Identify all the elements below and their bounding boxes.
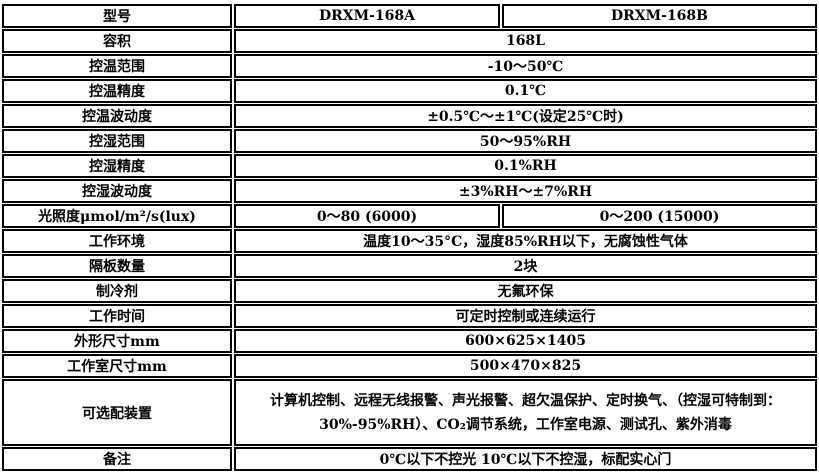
spec-row: 控湿波动度 ±3%RH～±7%RH xyxy=(2,179,817,203)
spec-label: 光照度μmol/m²/s(lux) xyxy=(2,204,232,228)
spec-value: 0～80 (6000) xyxy=(234,204,500,228)
spec-value: 500×470×825 xyxy=(234,354,817,378)
spec-label: 工作室尺寸mm xyxy=(2,354,232,378)
spec-row: 光照度μmol/m²/s(lux) 0～80 (6000) 0～200 (15000… xyxy=(2,204,817,228)
spec-row: 容积 168L xyxy=(2,29,817,53)
spec-label: 控温波动度 xyxy=(2,104,232,128)
spec-row: 控温波动度 ±0.5℃～±1℃(设定25℃时) xyxy=(2,104,817,128)
spec-label: 制冷剂 xyxy=(2,279,232,303)
spec-label: 可选配装置 xyxy=(2,379,232,446)
spec-value: 0.1%RH xyxy=(234,154,817,178)
spec-row: 控湿精度 0.1%RH xyxy=(2,154,817,178)
spec-label: 控湿范围 xyxy=(2,129,232,153)
spec-label: 控湿波动度 xyxy=(2,179,232,203)
spec-label: 型号 xyxy=(2,4,232,28)
spec-row: 隔板数量 2块 xyxy=(2,254,817,278)
spec-row: 控温范围 -10～50℃ xyxy=(2,54,817,78)
spec-row: 外形尺寸mm 600×625×1405 xyxy=(2,329,817,353)
spec-row: 控温精度 0.1℃ xyxy=(2,79,817,103)
spec-label: 工作时间 xyxy=(2,304,232,328)
spec-value: DRXM-168B xyxy=(502,4,817,28)
spec-label: 备注 xyxy=(2,447,232,471)
spec-label: 工作环境 xyxy=(2,229,232,253)
spec-label: 外形尺寸mm xyxy=(2,329,232,353)
spec-value: 温度10～35°C，湿度85%RH以下，无腐蚀性气体 xyxy=(234,229,817,253)
spec-value: 600×625×1405 xyxy=(234,329,817,353)
spec-value: 50～95%RH xyxy=(234,129,817,153)
spec-row: 可选配装置 计算机控制、远程无线报警、声光报警、超欠温保护、定时换气、（控湿可特制… xyxy=(2,379,817,446)
spec-value: 0～200 (15000) xyxy=(502,204,817,228)
spec-row: 工作时间 可定时控制或连续运行 xyxy=(2,304,817,328)
spec-value: ±0.5℃～±1℃(设定25℃时) xyxy=(234,104,817,128)
spec-value: 168L xyxy=(234,29,817,53)
spec-row: 备注 0℃以下不控光 10℃以下不控湿，标配实心门 xyxy=(2,447,817,471)
spec-label: 容积 xyxy=(2,29,232,53)
spec-value: 计算机控制、远程无线报警、声光报警、超欠温保护、定时换气、（控湿可特制到：30%… xyxy=(234,379,817,446)
spec-label: 隔板数量 xyxy=(2,254,232,278)
spec-row: 工作环境 温度10～35°C，湿度85%RH以下，无腐蚀性气体 xyxy=(2,229,817,253)
spec-row: 工作室尺寸mm 500×470×825 xyxy=(2,354,817,378)
spec-value: 0℃以下不控光 10℃以下不控湿，标配实心门 xyxy=(234,447,817,471)
spec-value: DRXM-168A xyxy=(234,4,500,28)
spec-row: 控湿范围 50～95%RH xyxy=(2,129,817,153)
spec-label: 控温精度 xyxy=(2,79,232,103)
spec-value: 可定时控制或连续运行 xyxy=(234,304,817,328)
spec-table: 型号 DRXM-168A DRXM-168B 容积 168L 控温范围 -10～50℃ 控温精… xyxy=(0,3,819,472)
spec-value: -10～50℃ xyxy=(234,54,817,78)
spec-label: 控温范围 xyxy=(2,54,232,78)
spec-row: 制冷剂 无氟环保 xyxy=(2,279,817,303)
spec-label: 控湿精度 xyxy=(2,154,232,178)
spec-value: 无氟环保 xyxy=(234,279,817,303)
spec-value: 0.1℃ xyxy=(234,79,817,103)
spec-value: 2块 xyxy=(234,254,817,278)
spec-value: ±3%RH～±7%RH xyxy=(234,179,817,203)
spec-row: 型号 DRXM-168A DRXM-168B xyxy=(2,4,817,28)
